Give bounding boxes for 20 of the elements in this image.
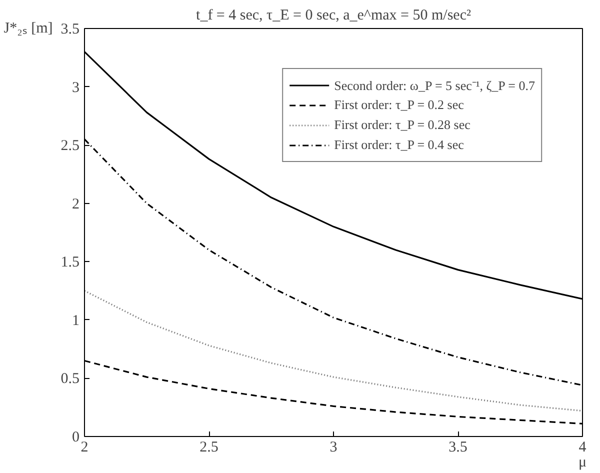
x-tick-label: 2.5 — [200, 440, 218, 456]
y-tick-label: 3.5 — [60, 22, 80, 38]
line-series — [84, 290, 582, 412]
y-tick-label: 1 — [72, 312, 80, 329]
x-tick-label: 3 — [330, 440, 338, 456]
y-tick-label: 2 — [72, 196, 80, 212]
legend-label: Second order: ω_P = 5 sec⁻¹, ζ_P = 0.7 — [334, 77, 535, 94]
x-axis-title: μ — [578, 454, 587, 470]
y-tick-label: 0.5 — [60, 371, 80, 388]
y-tick-label: 2.5 — [60, 138, 80, 154]
chart-title: t_f = 4 sec, τ_E = 0 sec, a_e^max = 50 m/sec² — [196, 8, 472, 24]
legend-label: First order: τ_P = 0.28 sec — [334, 117, 470, 133]
x-tick-label: 4 — [578, 440, 587, 456]
y-axis-title: J*₂ₛ [m] — [4, 20, 53, 36]
legend-label: First order: τ_P = 0.2 sec — [334, 97, 464, 113]
x-tick-label: 3.5 — [448, 440, 468, 456]
y-tick-label: 3 — [72, 80, 80, 96]
legend-label: First order: τ_P = 0.4 sec — [334, 137, 464, 153]
y-tick-label: 1.5 — [60, 254, 80, 271]
y-tick-label: 0 — [72, 430, 80, 446]
